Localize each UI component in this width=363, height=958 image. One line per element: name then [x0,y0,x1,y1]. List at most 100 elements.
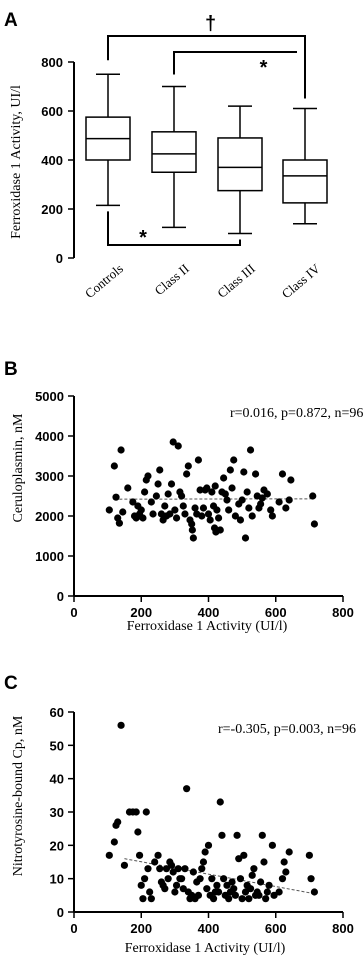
x-tick-label: 200 [130,921,152,936]
data-point [230,885,238,893]
bracket-controls-classiii [107,211,241,246]
data-point [156,865,164,873]
data-point [260,858,268,866]
data-point [164,875,172,883]
data-point [198,865,206,873]
data-point [275,498,283,506]
panel-c-y-ticks: 0 10 20 30 40 50 60 [50,705,74,920]
data-point [164,490,172,498]
data-point [196,875,204,883]
data-point [282,504,290,512]
data-point [213,506,221,514]
panel-a-category-labels: Controls Class II Class III Class IV [82,260,323,301]
data-point [305,851,313,859]
data-point [167,861,176,869]
y-tick-label: 10 [50,872,64,887]
data-point [166,510,174,518]
panel-a-y-ticks: 0 200 400 600 800 [41,55,74,266]
data-point [199,858,208,866]
data-point [268,841,276,849]
data-point [194,891,203,899]
panel-a-letter: A [4,10,18,31]
panel-b-annotation: r=0.016, p=0.872, n=96 [230,406,363,421]
data-point [114,818,122,826]
data-point [225,506,233,514]
data-point [208,875,216,883]
category-label: Class IV [279,260,324,301]
data-point [267,506,275,514]
data-point [154,851,162,859]
data-point [213,881,221,889]
x-tick-label: 800 [332,921,354,936]
data-point [201,848,209,856]
data-point [243,488,251,496]
category-label: Class II [152,261,192,298]
data-point [147,498,155,506]
data-point [199,504,208,512]
data-point [129,498,137,506]
data-point [203,885,211,893]
asterisk-symbol: * [260,57,268,79]
y-tick-label: 600 [41,104,63,119]
box [217,137,263,192]
category-label: Class III [214,261,258,301]
data-point [258,494,266,502]
data-point [105,506,113,514]
data-point [174,442,182,450]
data-point [147,895,155,903]
data-point [250,865,258,873]
x-tick-label: 600 [265,921,287,936]
data-point [172,514,181,522]
data-point [310,888,319,896]
data-point [278,470,287,478]
data-point [169,438,177,446]
x-tick-label: 0 [70,605,77,620]
data-point [245,504,253,512]
x-tick-label: 600 [265,605,287,620]
data-point [257,878,265,886]
panel-b-x-ticks: 0 200 400 600 800 [70,596,354,620]
data-point [183,470,191,478]
data-point [110,462,118,470]
data-point [258,831,266,839]
data-point [268,512,276,520]
data-point [146,888,154,896]
data-point [105,851,113,859]
data-point [134,828,142,836]
data-point [240,851,248,859]
data-point [248,512,256,520]
data-point [230,456,238,464]
data-point [181,865,189,873]
y-tick-label: 200 [41,202,63,217]
panel-b-letter: B [4,359,18,380]
data-point [216,526,224,534]
data-point [233,831,241,839]
data-point [117,721,125,729]
y-tick-label: 3000 [35,469,64,484]
panel-c-x-ticks: 0 200 400 600 800 [70,912,354,936]
data-point [198,512,206,520]
data-point [285,848,293,856]
data-point [204,510,213,518]
data-point [238,895,246,903]
data-point [309,492,317,500]
data-point [149,510,157,518]
data-point [161,502,169,510]
data-point [226,466,234,474]
bracket-classii-classiv [173,51,297,75]
panel-a-boxes [85,73,328,235]
data-point [171,506,179,514]
y-tick-label: 1000 [35,549,64,564]
panel-b-x-axis-title: Ferroxidase 1 Activity (UI/l) [127,619,288,634]
data-point [231,512,239,520]
data-point [220,474,228,482]
data-point [246,885,255,893]
x-tick-label: 200 [130,605,152,620]
data-point [248,871,256,879]
data-point [152,492,160,500]
data-point [179,502,187,510]
y-tick-label: 2000 [35,509,64,524]
bracket-controls-classiv [107,35,306,99]
data-point [228,484,236,492]
data-point [132,808,140,816]
